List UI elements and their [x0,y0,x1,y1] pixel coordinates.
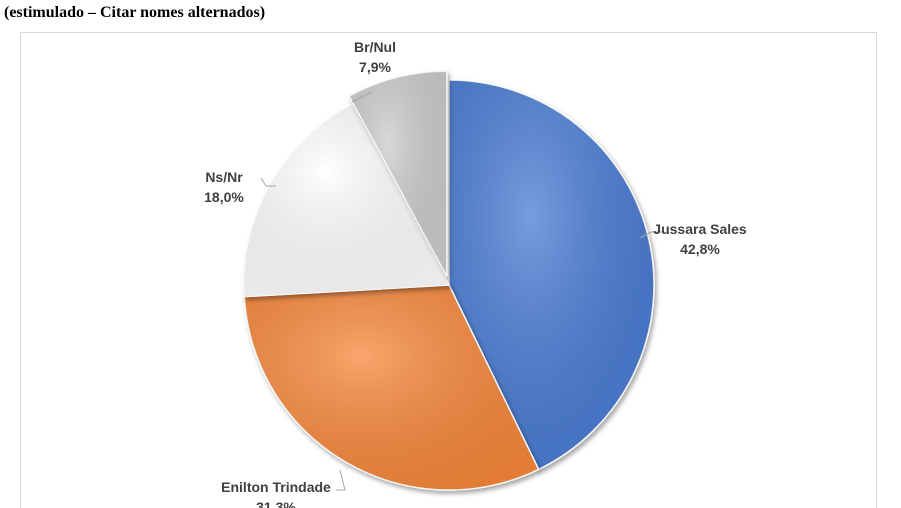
pie-slice-shading-jussara-sales [449,80,655,470]
slice-value-jussara-sales: 42,8% [680,241,720,257]
pie-slices [243,70,655,491]
pie-labels: Jussara Sales 42,8% Enilton Trindade 31,3% N… [204,39,747,508]
pie-leader-lines [260,91,662,491]
leader-line-ns-nr [260,177,276,187]
leader-line-jussara-sales [639,231,662,239]
slice-value-br-nul: 7,9% [359,59,391,75]
pie-slice-shading-enilton-trindade [244,285,539,490]
slice-value-enilton-trindade: 31,3% [256,499,296,508]
pie-slice-shading-br-nul [349,71,447,277]
slice-label-jussara-sales: Jussara Sales [653,221,747,237]
slice-label-br-nul: Br/Nul [354,39,396,55]
leader-line-br-nul [351,91,373,103]
leader-line-enilton-trindade [336,469,346,491]
slice-label-enilton-trindade: Enilton Trindade [221,479,331,495]
chart-caption: (estimulado – Citar nomes alternados) [4,4,266,21]
slice-label-ns-nr: Ns/Nr [205,169,243,185]
slice-value-ns-nr: 18,0% [204,189,244,205]
pie-slice-shading-ns-nr [244,104,449,297]
